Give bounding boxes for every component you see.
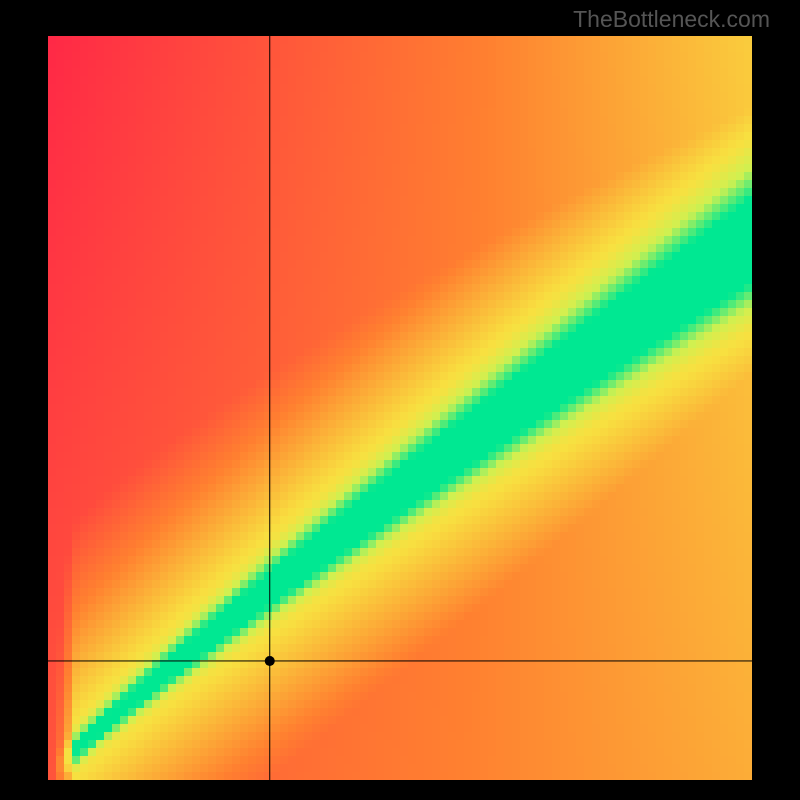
heatmap-canvas xyxy=(48,36,752,780)
heatmap-chart xyxy=(48,36,752,780)
watermark-text: TheBottleneck.com xyxy=(573,6,770,33)
